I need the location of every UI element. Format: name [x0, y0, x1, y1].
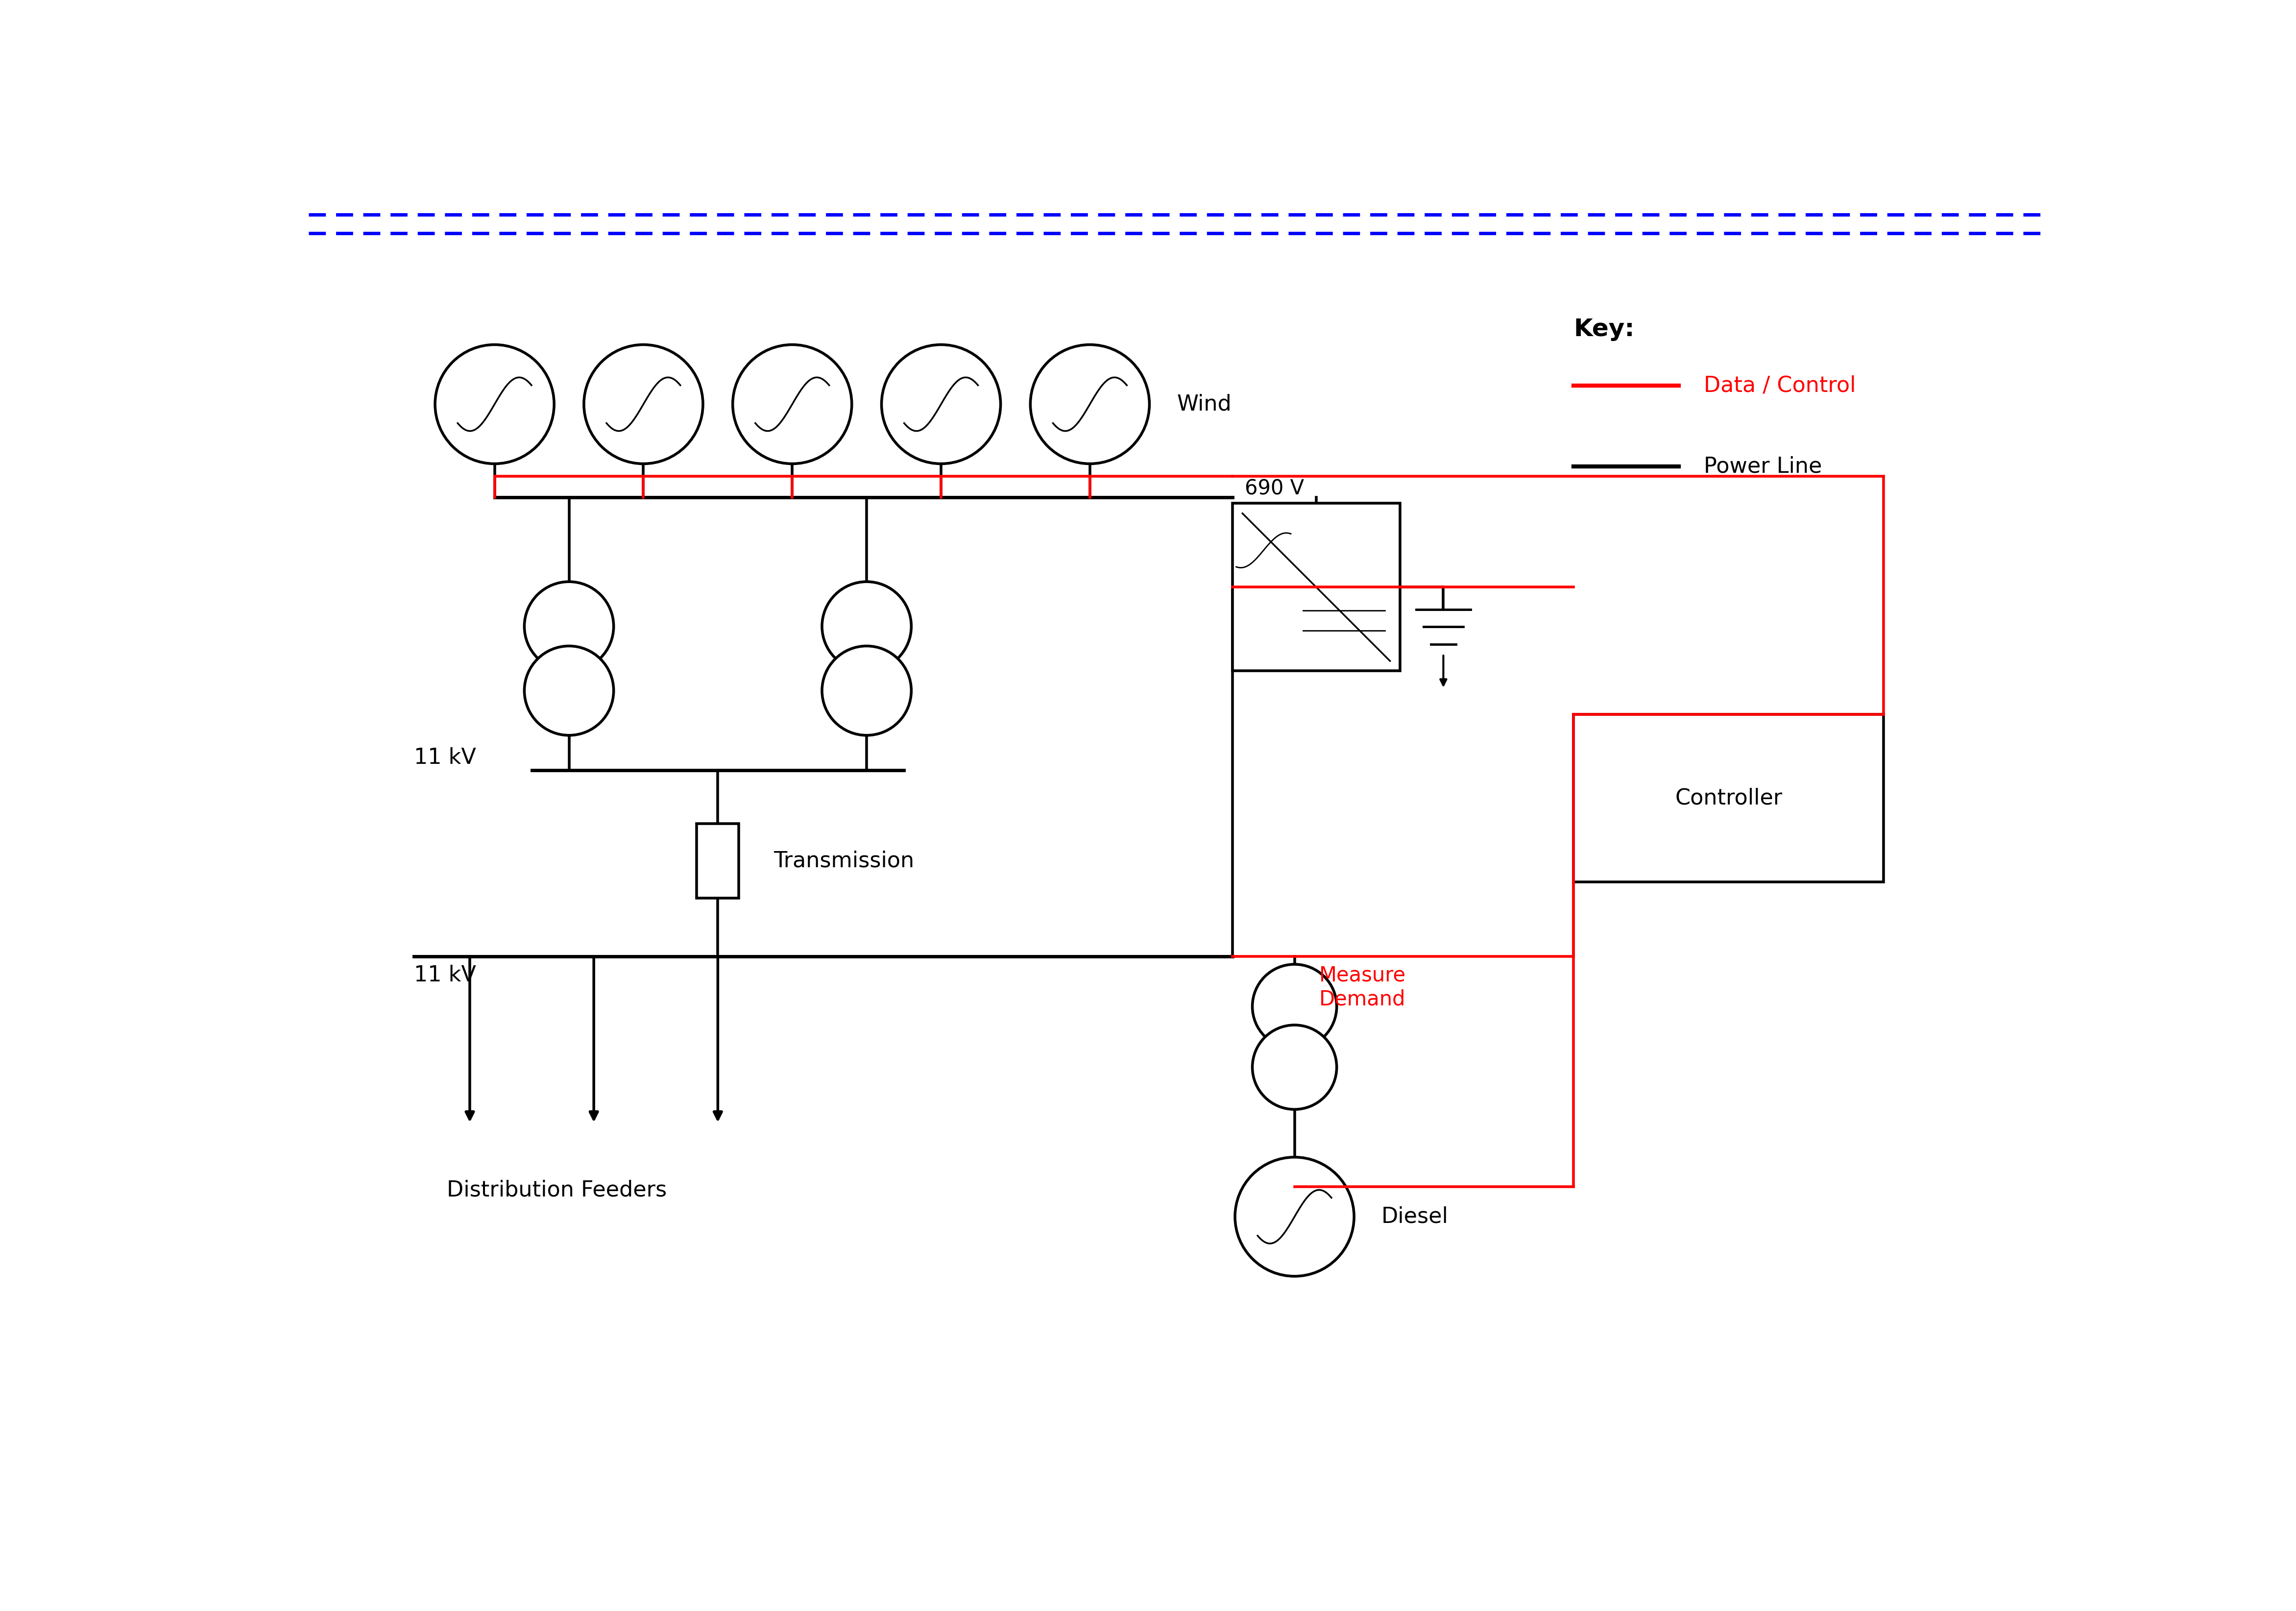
- Circle shape: [1251, 965, 1336, 1049]
- Bar: [696, 823, 739, 897]
- Circle shape: [1251, 1025, 1336, 1110]
- Text: Distribution Feeders: Distribution Feeders: [448, 1179, 666, 1200]
- Circle shape: [882, 345, 1001, 464]
- Circle shape: [523, 646, 613, 735]
- Circle shape: [1235, 1157, 1355, 1276]
- Text: Key:: Key:: [1573, 317, 1635, 342]
- Text: 690 V: 690 V: [1244, 478, 1304, 499]
- Bar: [1573, 714, 1883, 881]
- Text: 11 kV: 11 kV: [413, 748, 475, 768]
- Text: 11 kV: 11 kV: [413, 965, 475, 986]
- Text: Power Line: Power Line: [1704, 456, 1823, 477]
- Circle shape: [583, 345, 703, 464]
- Circle shape: [523, 582, 613, 672]
- Bar: [1233, 503, 1401, 670]
- Circle shape: [732, 345, 852, 464]
- Circle shape: [1031, 345, 1150, 464]
- Circle shape: [434, 345, 553, 464]
- Text: Data / Control: Data / Control: [1704, 375, 1855, 396]
- Text: Controller: Controller: [1674, 788, 1782, 809]
- Circle shape: [822, 646, 912, 735]
- Circle shape: [822, 582, 912, 672]
- Text: Transmission: Transmission: [774, 851, 914, 872]
- Text: Wind: Wind: [1178, 393, 1231, 414]
- Text: Diesel: Diesel: [1382, 1207, 1449, 1228]
- Text: Measure
Demand: Measure Demand: [1320, 965, 1405, 1010]
